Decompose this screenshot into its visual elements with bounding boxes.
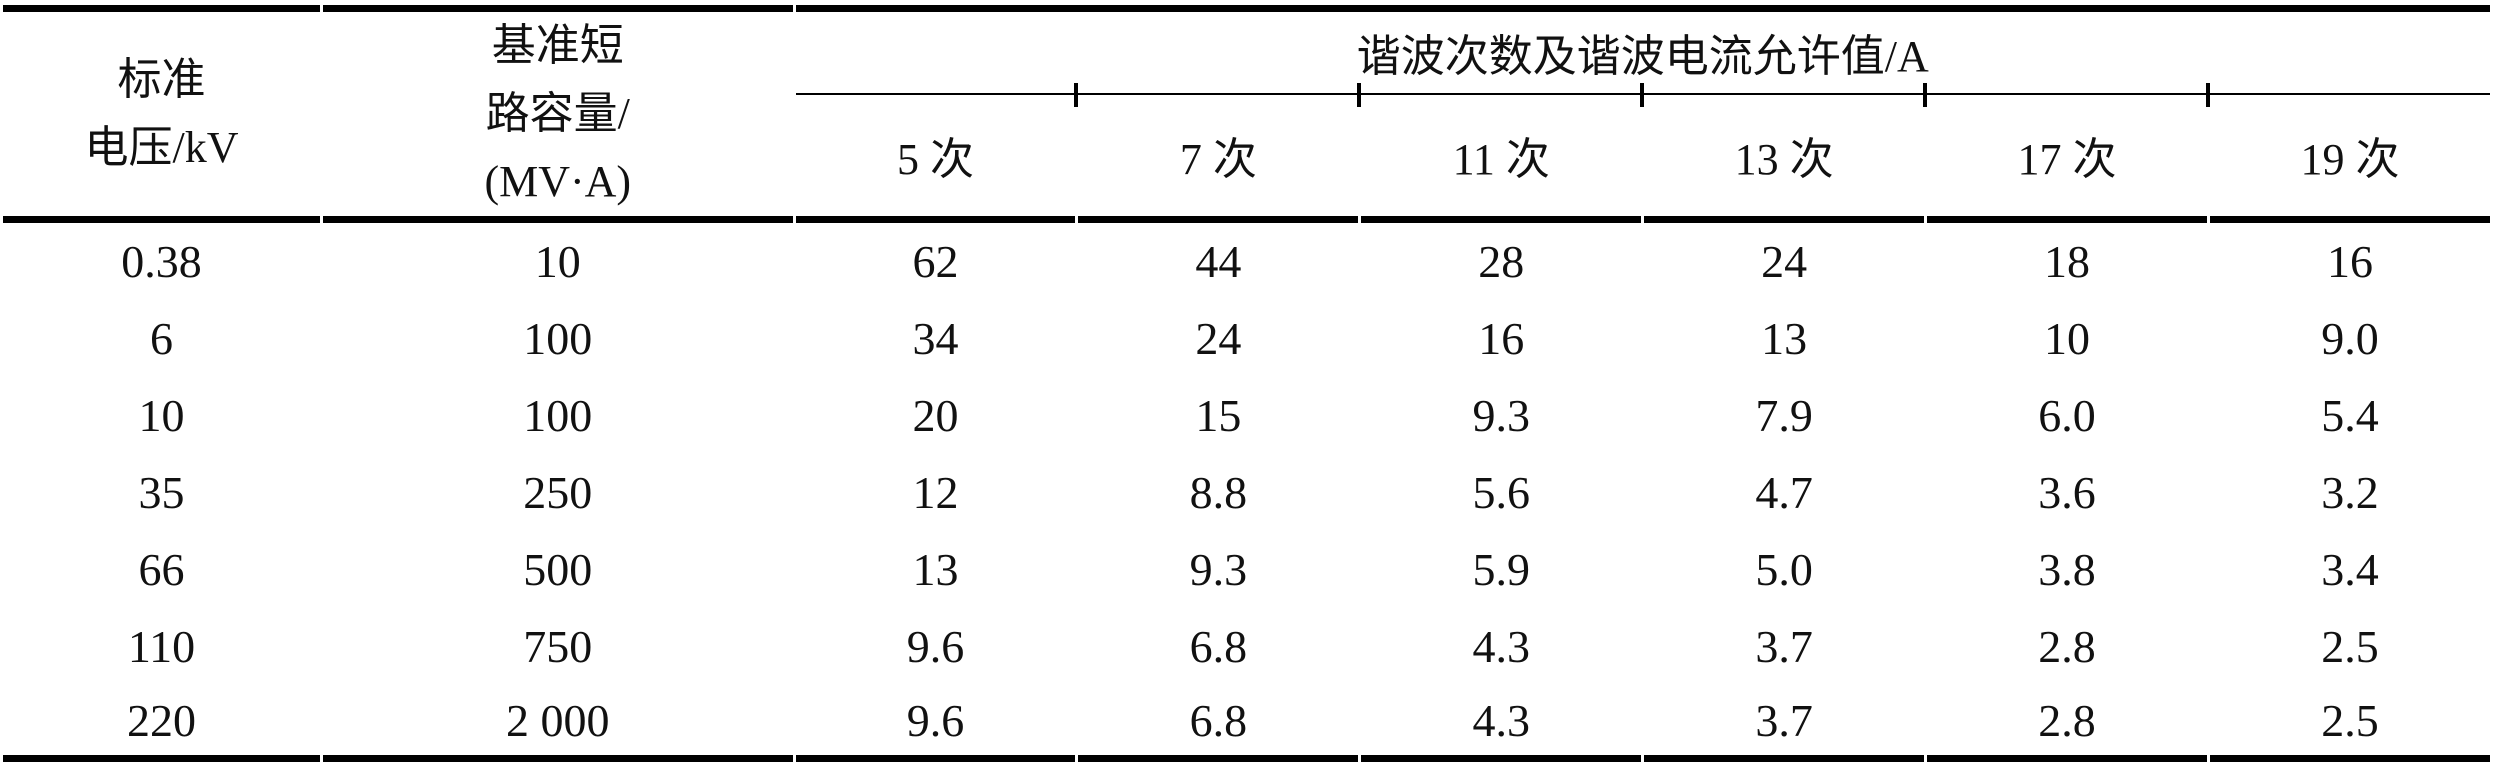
header-line: 基准短 [491, 21, 624, 70]
table-row: 220 2 000 9.6 6.8 4.3 3.7 2.8 2.5 [3, 685, 2490, 762]
cell-harmonic-value: 6.8 [1189, 621, 1248, 672]
cell-harmonic-value: 16 [1478, 313, 1525, 364]
cell-voltage: 6 [150, 313, 173, 364]
table-row: 0.38 10 62 44 28 24 18 16 [3, 223, 2490, 300]
cell-capacity: 750 [523, 621, 593, 672]
cell-voltage: 35 [138, 467, 185, 518]
cell-capacity: 2 000 [323, 685, 793, 762]
cell-harmonic-value: 4.3 [1361, 685, 1642, 762]
table-row: 110 750 9.6 6.8 4.3 3.7 2.8 2.5 [3, 608, 2490, 685]
cell-harmonic-value: 9.6 [795, 685, 1076, 762]
cell-harmonic-value: 7.9 [1755, 390, 1813, 441]
cell-capacity: 10 [534, 236, 581, 287]
cell-harmonic-value: 10 [2044, 313, 2091, 364]
cell-capacity: 100 [523, 390, 593, 441]
cell-harmonic-value: 18 [2044, 236, 2091, 287]
table-row: 10 100 20 15 9.3 7.9 6.0 5.4 [3, 377, 2490, 454]
header-line: 标准 [117, 55, 206, 104]
cell-harmonic-value: 3.8 [2038, 544, 2096, 595]
cell-harmonic-value: 13 [1761, 313, 1808, 364]
cell-voltage: 220 [3, 685, 321, 762]
cell-harmonic-value: 15 [1195, 390, 1242, 441]
cell-harmonic-value: 3.7 [1755, 621, 1813, 672]
cell-harmonic-value: 9.0 [2321, 313, 2379, 364]
cell-harmonic-value: 2.5 [2209, 685, 2490, 762]
header-harmonics-title: 谐波次数及谐波电流允许值/A [795, 5, 2490, 95]
cell-harmonic-value: 3.7 [1644, 685, 1925, 762]
cell-harmonic-value: 62 [912, 236, 959, 287]
cell-voltage: 66 [138, 544, 185, 595]
cell-harmonic-value: 24 [1761, 236, 1808, 287]
cell-voltage: 110 [127, 621, 196, 672]
header-line: (MV·A) [484, 157, 632, 206]
cell-harmonic-value: 8.8 [1189, 467, 1248, 518]
cell-voltage: 0.38 [121, 236, 202, 287]
header-harmonic-order-13: 13 次 [1640, 82, 1925, 223]
cell-harmonic-value: 6.0 [2038, 390, 2096, 441]
header-base-short-circuit-capacity: 基准短 路容量/ (MV·A) [323, 5, 793, 223]
cell-capacity: 100 [523, 313, 593, 364]
cell-harmonic-value: 24 [1195, 313, 1242, 364]
header-harmonic-order-11: 11 次 [1357, 82, 1642, 223]
cell-harmonic-value: 28 [1478, 236, 1525, 287]
header-standard-voltage: 标准 电压/kV [3, 5, 321, 223]
cell-harmonic-value: 4.3 [1472, 621, 1531, 672]
header-line: 路容量/ [485, 89, 630, 138]
cell-harmonic-value: 2.5 [2321, 621, 2379, 672]
harmonic-current-limits-table: 标准 电压/kV 基准短 路容量/ (MV·A) 谐波次数及谐波电流允许值/A … [0, 5, 2493, 762]
cell-harmonic-value: 3.4 [2321, 544, 2379, 595]
cell-harmonic-value: 5.9 [1472, 544, 1531, 595]
cell-harmonic-value: 20 [912, 390, 959, 441]
cell-capacity: 250 [523, 467, 593, 518]
cell-harmonic-value: 5.4 [2321, 390, 2379, 441]
header-line: 电压/kV [84, 123, 239, 172]
cell-harmonic-value: 44 [1195, 236, 1242, 287]
header-harmonic-order-7: 7 次 [1074, 82, 1359, 223]
cell-harmonic-value: 34 [912, 313, 959, 364]
document-page: 标准 电压/kV 基准短 路容量/ (MV·A) 谐波次数及谐波电流允许值/A … [0, 5, 2493, 764]
table-row: 6 100 34 24 16 13 10 9.0 [3, 300, 2490, 377]
cell-harmonic-value: 3.2 [2321, 467, 2379, 518]
cell-harmonic-value: 13 [912, 544, 959, 595]
cell-harmonic-value: 16 [2326, 236, 2373, 287]
cell-harmonic-value: 2.8 [2038, 621, 2096, 672]
cell-harmonic-value: 3.6 [2038, 467, 2096, 518]
cell-harmonic-value: 12 [912, 467, 959, 518]
header-harmonic-order-19: 19 次 [2205, 82, 2490, 223]
cell-harmonic-value: 9.3 [1189, 544, 1248, 595]
cell-harmonic-value: 9.3 [1472, 390, 1531, 441]
header-harmonic-order-5: 5 次 [795, 95, 1076, 223]
cell-harmonic-value: 6.8 [1078, 685, 1359, 762]
cell-capacity: 500 [523, 544, 593, 595]
header-row-orders: 5 次 7 次 11 次 13 次 17 次 19 次 [3, 82, 2490, 223]
table-row: 35 250 12 8.8 5.6 4.7 3.6 3.2 [3, 454, 2490, 531]
cell-voltage: 10 [138, 390, 185, 441]
cell-harmonic-value: 9.6 [906, 621, 965, 672]
cell-harmonic-value: 5.0 [1755, 544, 1813, 595]
table-row: 66 500 13 9.3 5.9 5.0 3.8 3.4 [3, 531, 2490, 608]
cell-harmonic-value: 5.6 [1472, 467, 1531, 518]
header-row-top: 标准 电压/kV 基准短 路容量/ (MV·A) 谐波次数及谐波电流允许值/A [3, 5, 2490, 223]
cell-harmonic-value: 2.8 [1927, 685, 2207, 762]
header-harmonic-order-17: 17 次 [1923, 82, 2207, 223]
cell-harmonic-value: 4.7 [1755, 467, 1813, 518]
